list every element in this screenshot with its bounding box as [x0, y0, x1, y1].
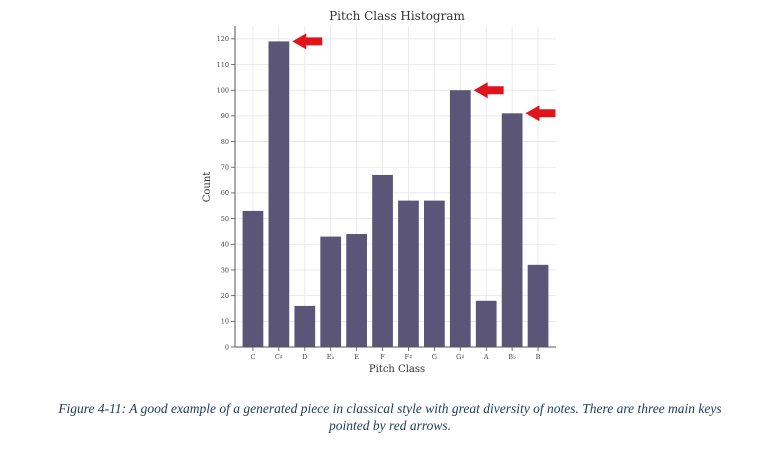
y-tick-label: 10: [221, 318, 229, 326]
axes: [231, 26, 556, 351]
y-axis-label: Count: [202, 172, 213, 203]
figure-caption: Figure 4-11: A good example of a generat…: [0, 400, 780, 434]
y-tick-label: 110: [217, 61, 229, 69]
arrow-annotations: [292, 33, 556, 122]
red-arrow-icon: [525, 105, 556, 122]
bar: [372, 174, 393, 347]
caption-line-1: Figure 4-11: A good example of a generat…: [58, 401, 722, 416]
x-tick-label: G: [432, 353, 437, 361]
x-tick-label: C: [250, 353, 255, 361]
y-tick-labels: 0 10 20 30 40 50 60 70 80 90 100 110 120: [217, 35, 229, 351]
y-tick-label: 50: [221, 215, 229, 223]
bar: [424, 200, 445, 347]
y-tick-label: 0: [225, 343, 229, 351]
y-tick-label: 70: [221, 164, 229, 172]
y-tick-label: 40: [221, 241, 229, 249]
y-tick-label: 80: [221, 138, 229, 146]
y-tick-label: 20: [221, 292, 229, 300]
x-tick-label: G♯: [456, 353, 464, 361]
x-tick-label: F: [380, 353, 385, 361]
y-tick-label: 30: [221, 266, 229, 274]
y-tick-label: 120: [217, 35, 229, 43]
red-arrow-icon: [473, 82, 504, 99]
x-tick-label: B♭: [508, 353, 516, 361]
bar: [449, 90, 471, 347]
x-tick-label: C♯: [275, 353, 283, 361]
bar: [501, 113, 523, 347]
chart-title: Pitch Class Histogram: [329, 9, 465, 23]
bar: [527, 264, 549, 347]
bar: [242, 210, 264, 347]
bar: [398, 200, 419, 347]
bar-chart: Pitch Class Histogram 0 10 20 30 40 50 60 70 80 9…: [202, 9, 556, 375]
x-tick-label: A: [483, 353, 489, 361]
y-tick-label: 60: [221, 189, 229, 197]
x-tick-label: E: [354, 353, 359, 361]
x-axis-label: Pitch Class: [369, 364, 425, 375]
bar: [346, 234, 367, 347]
bar: [475, 300, 497, 347]
y-tick-label: 100: [217, 87, 229, 95]
x-tick-label: D: [302, 353, 307, 361]
x-tick-label: E♭: [327, 353, 335, 361]
bar: [294, 305, 316, 347]
red-arrow-icon: [292, 33, 323, 50]
bar: [320, 236, 342, 347]
x-tick-labels: C C♯ D E♭ E F F♯ G G♯ A B♭ B: [250, 353, 540, 361]
bars: [242, 41, 549, 348]
x-tick-label: F♯: [405, 353, 413, 361]
caption-line-2: pointed by red arrows.: [329, 418, 451, 433]
y-tick-label: 90: [221, 112, 229, 120]
x-tick-label: B: [536, 353, 541, 361]
bar: [268, 41, 290, 348]
